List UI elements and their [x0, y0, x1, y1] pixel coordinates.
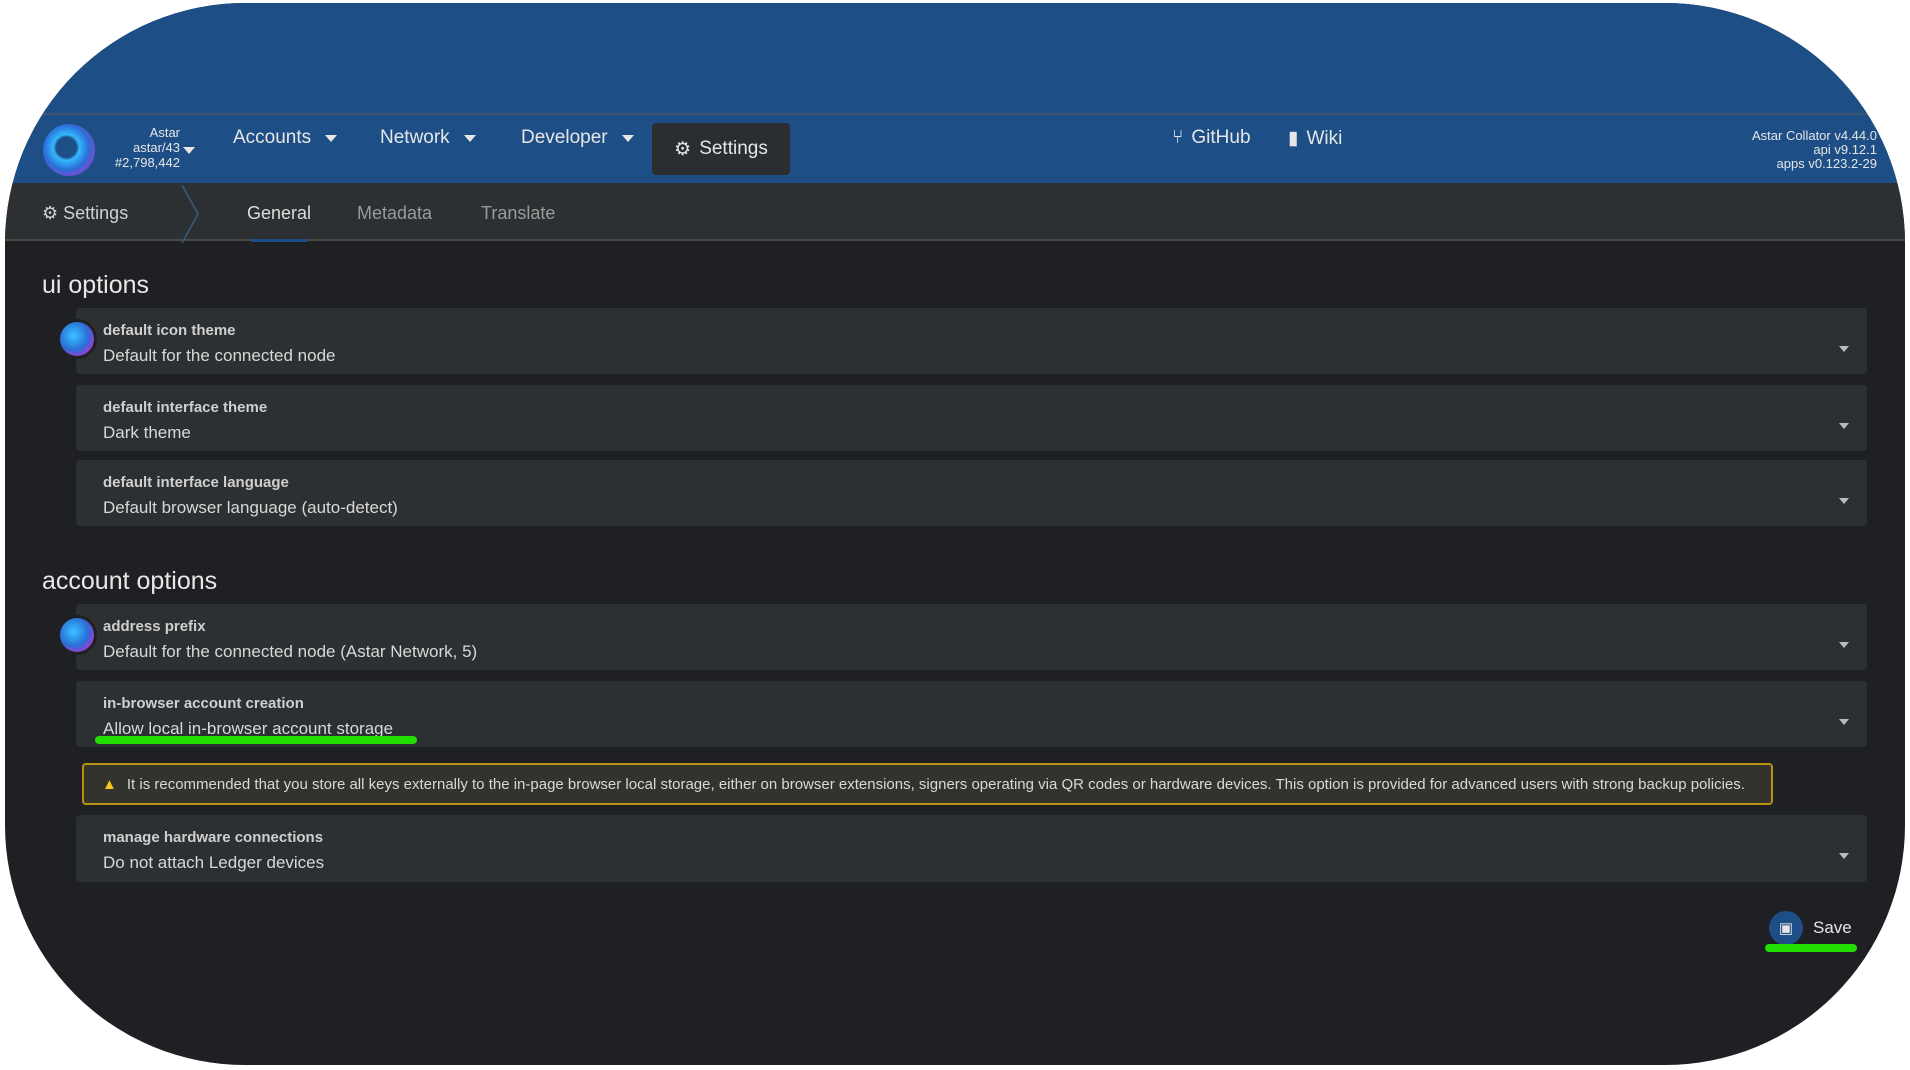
- chevron-down-icon: [325, 134, 338, 142]
- save-button[interactable]: ▣ Save: [1769, 911, 1852, 945]
- section-label: Settings: [63, 203, 129, 223]
- field-value: Dark theme: [103, 423, 191, 442]
- app-window: Astar astar/43 #2,798,442 Accounts Netwo…: [5, 3, 1905, 1065]
- gear-icon: ⚙: [674, 138, 692, 160]
- book-icon: ▮: [1288, 128, 1299, 149]
- wiki-link[interactable]: ▮ Wiki: [1288, 127, 1342, 150]
- chain-name: Astar: [149, 125, 180, 140]
- chevron-down-icon: [621, 134, 634, 142]
- dropdown-icon: [1839, 498, 1849, 504]
- menu-label: Developer: [521, 127, 608, 148]
- collator-version: Astar Collator v4.44.0: [1751, 128, 1877, 143]
- gear-icon: ⚙: [42, 203, 59, 223]
- dropdown-icon: [1839, 423, 1849, 429]
- menu-settings[interactable]: ⚙ Settings: [652, 123, 790, 175]
- highlight-underline: [95, 736, 417, 744]
- tabs-section-title: ⚙ Settings: [42, 203, 128, 224]
- field-label: address prefix: [103, 618, 206, 635]
- github-link[interactable]: ⑂ GitHub: [1172, 127, 1251, 149]
- top-nav: [5, 3, 1905, 183]
- node-avatar-icon: [57, 615, 97, 655]
- menu-accounts[interactable]: Accounts: [233, 127, 338, 149]
- divider: [5, 113, 1905, 115]
- save-icon: ▣: [1769, 911, 1803, 945]
- account-options-heading: account options: [42, 567, 218, 595]
- link-label: GitHub: [1191, 127, 1251, 148]
- link-label: Wiki: [1306, 127, 1343, 149]
- version-info: Astar Collator v4.44.0 api v9.12.1 apps …: [1752, 129, 1877, 171]
- dropdown-icon: [1839, 642, 1849, 648]
- field-label: default icon theme: [103, 322, 236, 339]
- menu-label: Settings: [699, 138, 768, 159]
- chain-spec: astar/43: [133, 140, 180, 155]
- breadcrumb-separator: [181, 185, 199, 243]
- field-value: Do not attach Ledger devices: [103, 853, 325, 872]
- field-label: manage hardware connections: [103, 829, 324, 846]
- menu-developer[interactable]: Developer: [521, 127, 634, 149]
- chevron-down-icon: [463, 134, 476, 142]
- interface-language-dropdown[interactable]: default interface language Default browse…: [76, 460, 1867, 526]
- field-value: Default for the connected node: [103, 346, 336, 365]
- tab-bar: [5, 183, 1905, 241]
- address-prefix-dropdown[interactable]: address prefix Default for the connected …: [76, 604, 1867, 670]
- tab-label: General: [247, 203, 312, 223]
- save-label: Save: [1813, 918, 1852, 937]
- dropdown-icon: [1839, 853, 1849, 859]
- menu-network[interactable]: Network: [380, 127, 476, 149]
- field-label: in-browser account creation: [103, 695, 304, 712]
- field-label: default interface theme: [103, 399, 268, 416]
- apps-version: apps v0.123.2-29: [1776, 156, 1877, 171]
- field-value: Allow local in-browser account storage: [103, 719, 394, 738]
- dropdown-icon: [1839, 719, 1849, 725]
- highlight-underline: [1765, 944, 1857, 952]
- tab-general[interactable]: General: [247, 203, 311, 224]
- warning-text: It is recommended that you store all key…: [126, 775, 1745, 793]
- hardware-connections-dropdown[interactable]: manage hardware connections Do not attach…: [76, 815, 1867, 882]
- ui-options-heading: ui options: [42, 271, 150, 299]
- field-label: default interface language: [103, 474, 289, 491]
- tab-label: Translate: [481, 203, 556, 223]
- chain-selector[interactable]: Astar astar/43 #2,798,442: [100, 125, 180, 170]
- dropdown-icon: [1839, 346, 1849, 352]
- branch-icon: ⑂: [1172, 127, 1184, 148]
- warning-banner: ▲ It is recommended that you store all ke…: [82, 763, 1773, 805]
- icon-theme-dropdown[interactable]: default icon theme Default for the connec…: [76, 308, 1867, 374]
- menu-label: Accounts: [233, 127, 312, 148]
- tab-label: Metadata: [357, 203, 433, 223]
- api-version: api v9.12.1: [1813, 142, 1877, 157]
- block-number: #2,798,442: [114, 155, 180, 170]
- chevron-down-icon[interactable]: [183, 147, 195, 154]
- astar-logo-icon[interactable]: [43, 124, 95, 176]
- menu-label: Network: [380, 127, 450, 148]
- field-value: Default for the connected node (Astar Ne…: [103, 642, 478, 661]
- warning-icon: ▲: [102, 775, 117, 793]
- tab-translate[interactable]: Translate: [481, 203, 555, 224]
- field-value: Default browser language (auto-detect): [103, 498, 398, 517]
- interface-theme-dropdown[interactable]: default interface theme Dark theme: [76, 385, 1867, 451]
- node-avatar-icon: [57, 319, 97, 359]
- tab-metadata[interactable]: Metadata: [357, 203, 432, 224]
- active-tab-indicator: [251, 239, 307, 242]
